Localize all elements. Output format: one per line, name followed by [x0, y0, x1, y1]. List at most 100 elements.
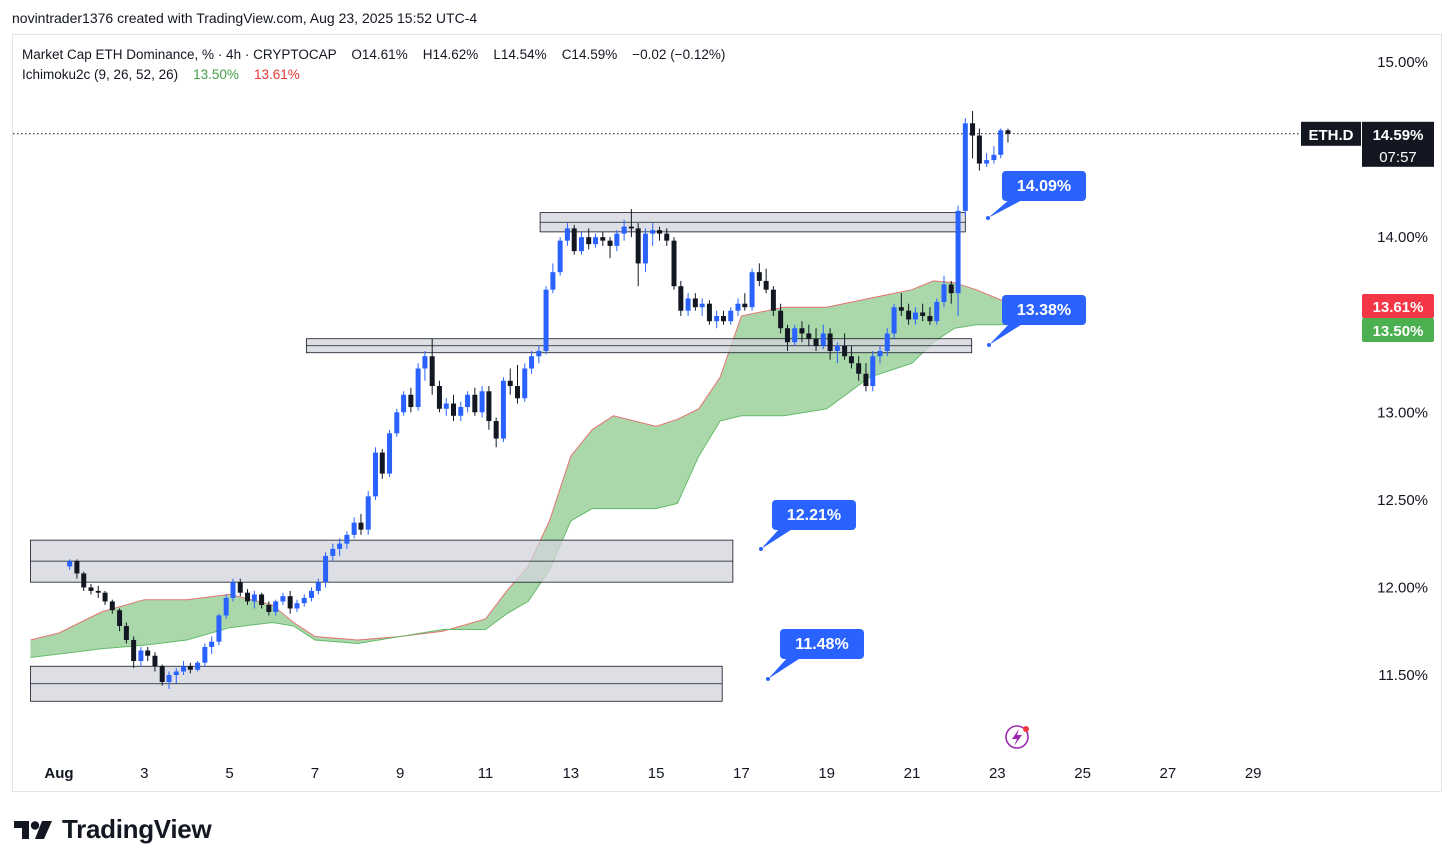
candle-body: [856, 363, 862, 374]
legend-indicator-row[interactable]: Ichimoku2c (9, 26, 52, 26) 13.50% 13.61%: [22, 65, 725, 85]
callout-pointer: [768, 657, 802, 679]
chart-credit: novintrader1376 created with TradingView…: [12, 10, 478, 26]
x-tick-label: 19: [818, 765, 835, 782]
legend-symbol-row[interactable]: Market Cap ETH Dominance, % · 4h · CRYPT…: [22, 45, 725, 65]
candle-body: [564, 228, 570, 241]
tradingview-logo[interactable]: TradingView: [14, 814, 212, 845]
candle-body: [394, 412, 400, 434]
candle-body: [628, 226, 634, 229]
candle-body: [1005, 130, 1011, 134]
chart-frame: [12, 34, 1442, 792]
candle-body: [657, 230, 663, 234]
x-tick-label: 5: [225, 765, 233, 782]
callout-pointer: [988, 199, 1024, 218]
candle-body: [131, 639, 137, 661]
chart-legend: Market Cap ETH Dominance, % · 4h · CRYPT…: [22, 45, 725, 85]
candle-body: [109, 601, 115, 611]
y-tick-label: 15.00%: [1377, 54, 1428, 71]
legend-change: −0.02 (−0.12%): [632, 47, 726, 62]
candle-body: [763, 280, 769, 290]
candle-body: [181, 666, 187, 672]
candle-body: [145, 650, 151, 656]
candle-body: [671, 240, 677, 287]
candle-body: [735, 303, 741, 311]
candle-body: [102, 592, 108, 602]
x-tick-label: 17: [733, 765, 750, 782]
candle-body: [408, 394, 414, 408]
candle-body: [522, 368, 528, 399]
legend-open: O14.61%: [351, 47, 408, 62]
candle-body: [906, 310, 912, 320]
candle-body: [970, 123, 976, 136]
candle-body: [230, 582, 236, 598]
callout-pointer: [761, 528, 794, 549]
callout-label: 13.38%: [1017, 302, 1071, 319]
candle-body: [429, 356, 435, 387]
candle-body: [557, 240, 563, 273]
candle-body: [927, 315, 933, 322]
candle-body: [955, 210, 961, 294]
candle-body: [95, 590, 101, 593]
candle-body: [848, 356, 854, 364]
candle-body: [678, 286, 684, 311]
x-tick-label: 9: [396, 765, 404, 782]
cloud-span-a-line: [30, 280, 1019, 641]
candle-body: [323, 555, 329, 583]
legend-low: L14.54%: [493, 47, 547, 62]
candle-body: [443, 403, 449, 409]
candle-body: [472, 394, 478, 413]
countdown-text: 07:57: [1379, 149, 1417, 166]
candle-body: [486, 391, 492, 422]
candle-body: [401, 394, 407, 413]
candle-body: [436, 386, 442, 409]
ichimoku-cloud: [30, 280, 1019, 658]
candle-body: [308, 590, 314, 598]
candle-body: [991, 154, 997, 161]
candle-body: [259, 594, 265, 605]
candle-body: [571, 228, 577, 252]
candle-body: [621, 226, 627, 234]
candle-body: [458, 407, 464, 416]
candle-body: [223, 597, 229, 616]
candle-body: [422, 356, 428, 369]
candle-body: [67, 561, 73, 567]
candle-body: [465, 394, 471, 408]
candle-body: [173, 671, 179, 675]
candle-body: [792, 328, 798, 343]
candle-body: [912, 312, 918, 320]
candle-body: [237, 582, 243, 593]
candle-body: [920, 312, 926, 316]
candle-body: [884, 333, 890, 351]
candle-body: [529, 356, 535, 369]
candle-body: [287, 596, 293, 609]
candle-body: [934, 301, 940, 322]
candle-body: [976, 135, 982, 164]
legend-indicator-value-2: 13.61%: [253, 67, 300, 82]
candle-body: [941, 284, 947, 302]
events-icon-dot: [1023, 726, 1029, 732]
y-tick-label: 13.00%: [1377, 404, 1428, 421]
x-tick-label: Aug: [44, 765, 73, 782]
callout-box: [780, 629, 864, 659]
candle-body: [877, 350, 883, 357]
candle-body: [536, 350, 542, 357]
tradingview-wordmark: TradingView: [62, 814, 212, 844]
candle-body: [315, 582, 321, 591]
candle-body: [74, 561, 80, 574]
legend-high: H14.62%: [422, 47, 479, 62]
y-tick-label: 12.00%: [1377, 579, 1428, 596]
candle-body: [984, 160, 990, 164]
candle-body: [294, 603, 300, 609]
y-tick-label: 12.50%: [1377, 492, 1428, 509]
callout-label: 14.09%: [1017, 178, 1071, 195]
candle-body: [799, 328, 805, 334]
candle-body: [842, 345, 848, 357]
callout-box: [1002, 171, 1086, 201]
callout-anchor-dot: [765, 676, 771, 682]
candle-body: [706, 303, 712, 322]
candle-body: [500, 380, 506, 439]
candle-body: [827, 333, 833, 351]
candle-body: [948, 284, 954, 294]
candle-body: [245, 592, 251, 602]
